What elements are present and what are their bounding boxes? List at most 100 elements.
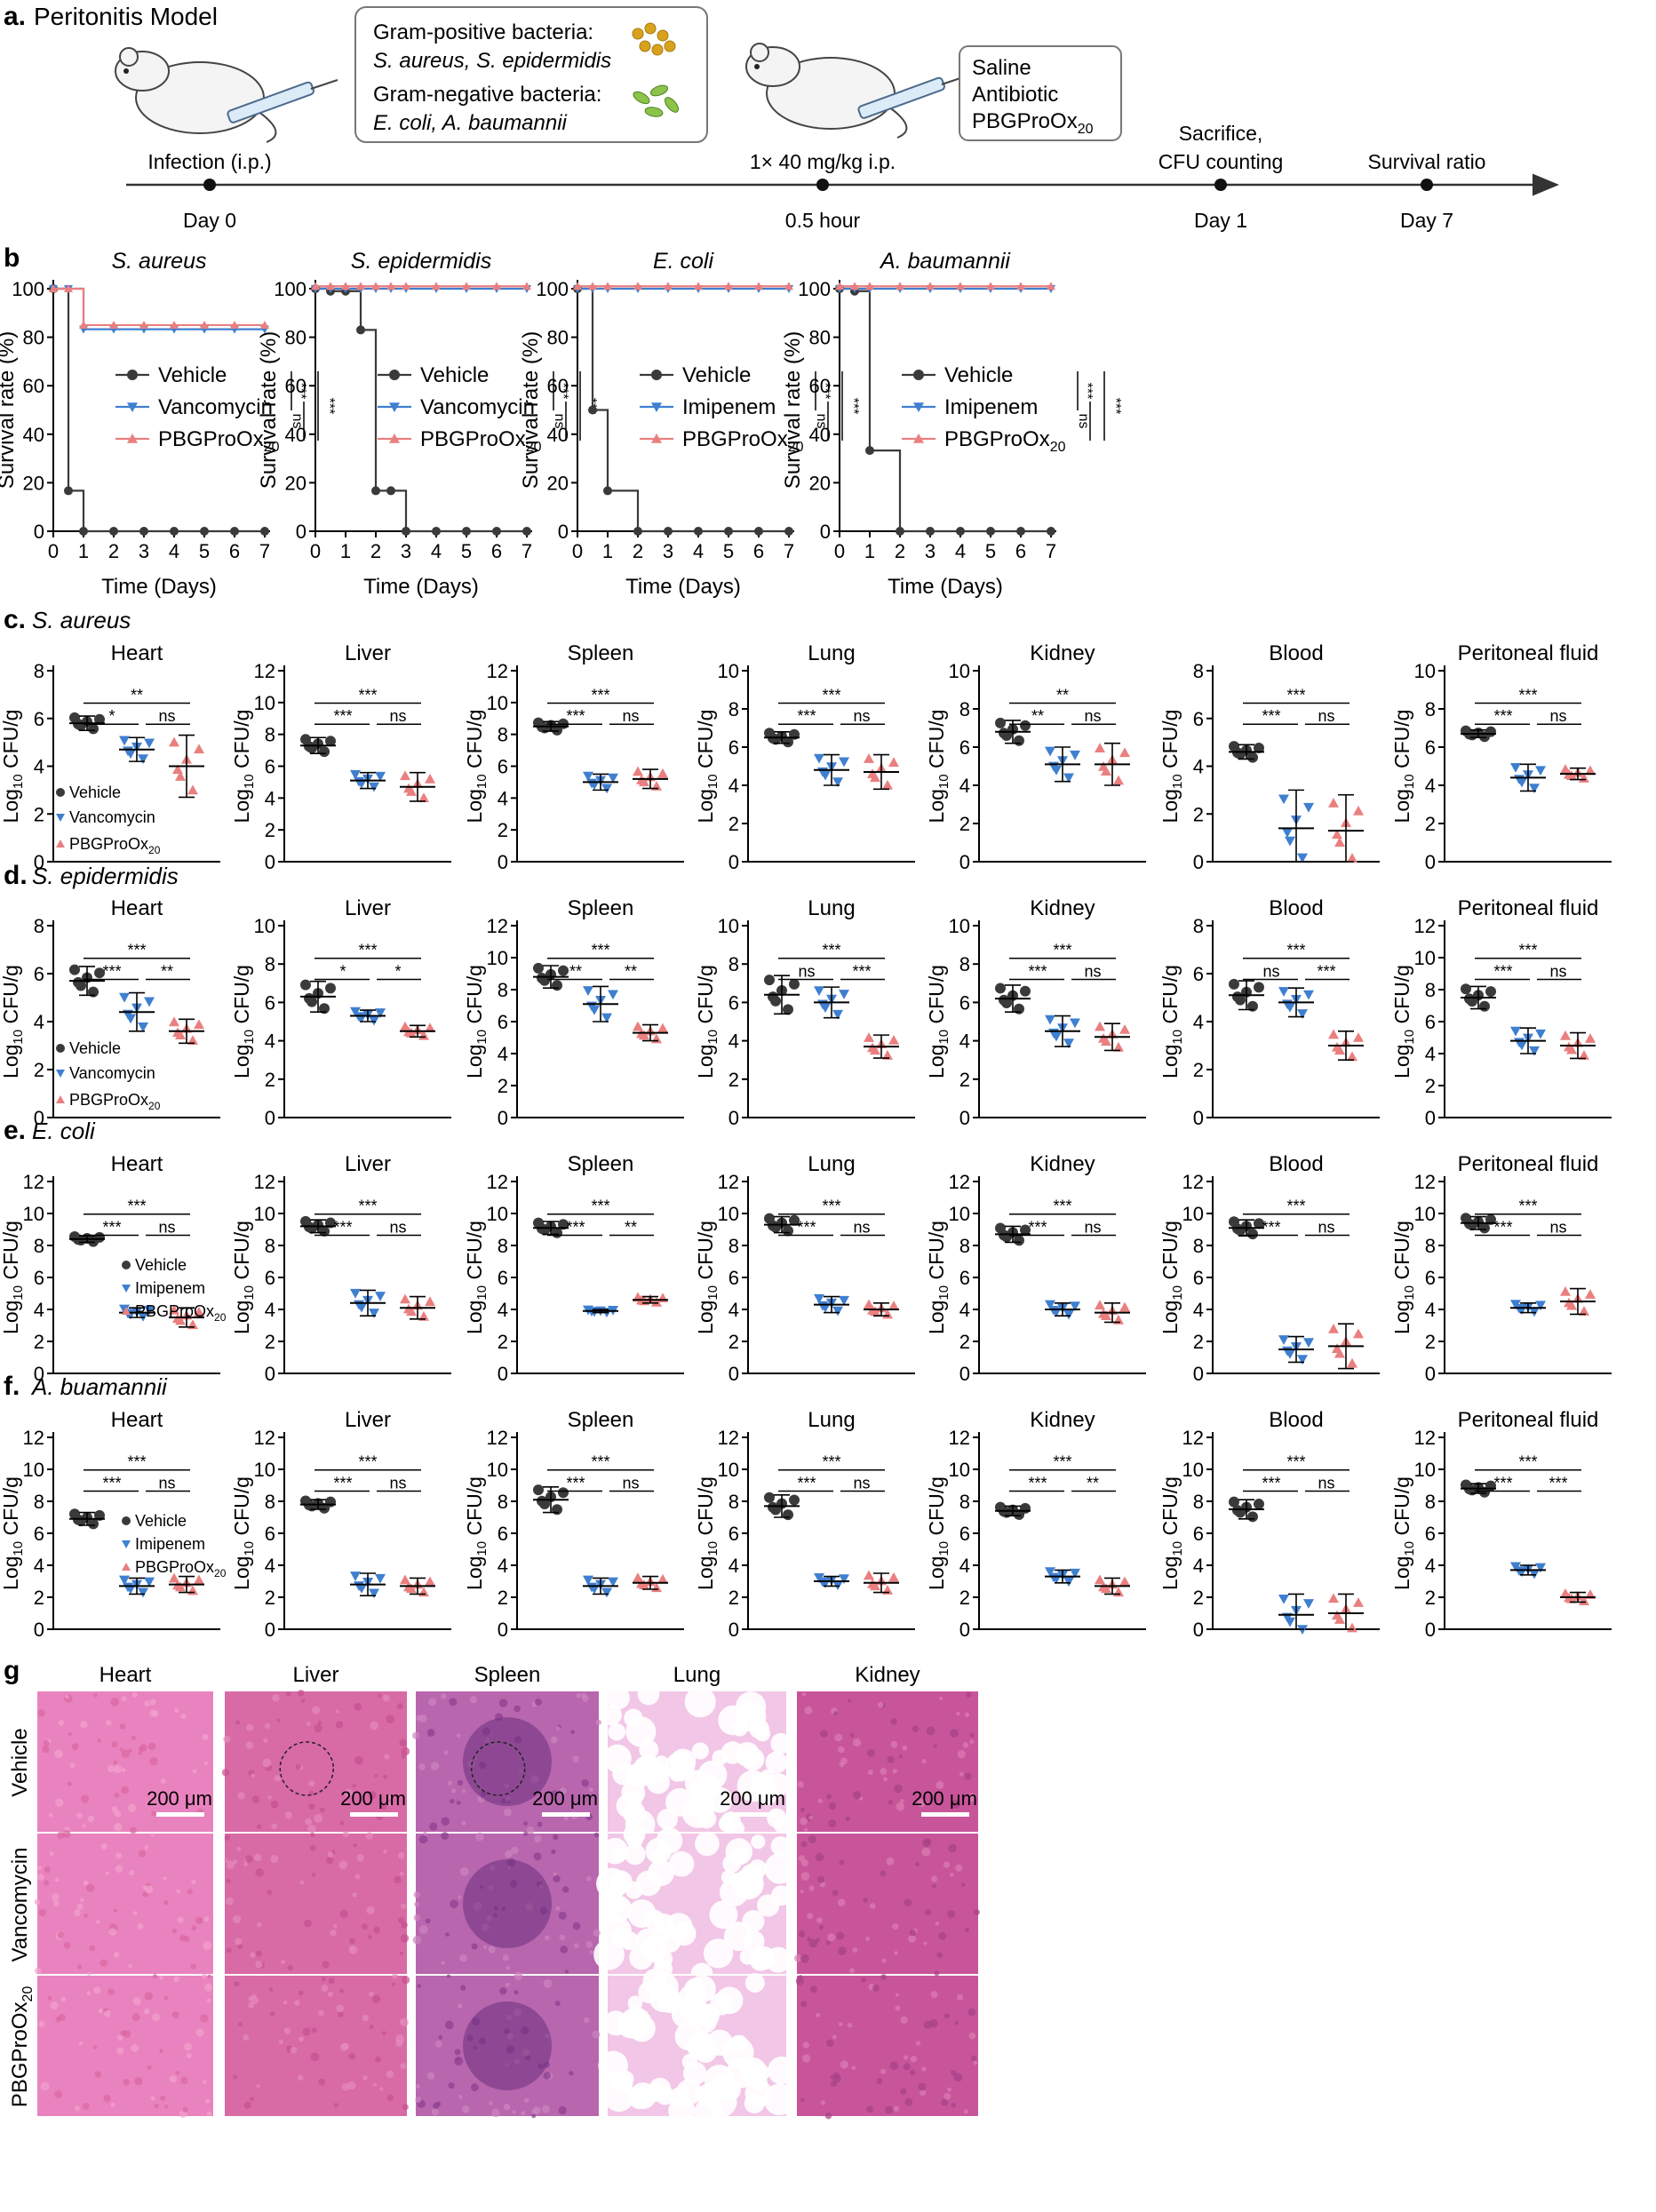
chart-title: Blood — [1269, 1408, 1323, 1432]
histology-column-label: Spleen — [474, 1663, 541, 1687]
data-point — [386, 282, 395, 290]
tissue-texture — [373, 1926, 380, 1934]
data-point — [1585, 1033, 1596, 1043]
data-point — [1016, 527, 1025, 536]
tissue-texture — [534, 1699, 542, 1707]
tissue-texture — [950, 2069, 957, 2076]
tissue-texture — [149, 1709, 157, 1717]
tissue-texture — [770, 1836, 791, 1857]
tissue-texture — [224, 1834, 231, 1842]
tissue-texture — [880, 2068, 887, 2074]
y-tick-label: 4 — [1425, 1299, 1436, 1321]
tissue-texture — [909, 2069, 916, 2076]
data-point — [865, 282, 874, 290]
tissue-texture — [832, 1890, 839, 1897]
y-tick-label: 0 — [34, 1363, 44, 1385]
tissue-texture — [936, 1952, 943, 1958]
y-tick-label: 6 — [959, 991, 970, 1014]
tissue-texture — [253, 1853, 262, 1862]
tissue-texture — [827, 1933, 836, 1942]
tissue-texture — [338, 2011, 344, 2017]
tissue-texture — [111, 1806, 118, 1812]
data-point — [1045, 1567, 1055, 1578]
y-tick-label: 12 — [487, 660, 508, 682]
sig-label: *** — [1262, 1218, 1280, 1236]
tissue-texture — [89, 1945, 96, 1952]
scale-bar — [542, 1812, 590, 1817]
tissue-texture — [910, 2056, 918, 2063]
tissue-texture — [382, 1694, 390, 1702]
tissue-texture — [491, 2108, 500, 2118]
data-point — [764, 975, 775, 986]
tissue-texture — [629, 1807, 647, 1825]
tissue-texture — [458, 2094, 463, 2099]
tissue-texture — [890, 1718, 897, 1725]
tissue-texture — [533, 1852, 542, 1861]
data-point — [350, 769, 361, 780]
data-point — [533, 1484, 544, 1496]
sig-label: *** — [1028, 962, 1047, 980]
data-point — [1334, 1348, 1345, 1358]
legend-marker — [122, 1516, 131, 1525]
chart-title: Liver — [345, 1152, 391, 1176]
y-tick-label: 8 — [1425, 698, 1436, 720]
y-tick-label: 10 — [718, 1459, 739, 1481]
tissue-texture — [729, 1873, 745, 1889]
tissue-texture — [543, 2072, 551, 2080]
tissue-texture — [369, 1991, 375, 1997]
data-point — [832, 1009, 843, 1020]
y-tick-label: 12 — [718, 1427, 739, 1449]
tissue-texture — [648, 1859, 674, 1887]
tissue-texture — [739, 2057, 767, 2085]
tissue-texture — [171, 1928, 178, 1934]
tissue-background — [225, 1691, 407, 1832]
sig-label: ns — [1084, 1218, 1101, 1236]
y-tick-label: 10 — [949, 660, 970, 682]
data-point — [356, 282, 365, 290]
y-tick-label: 8 — [34, 660, 44, 682]
y-tick-label: 8 — [959, 1491, 970, 1513]
y-tick-label: 2 — [728, 1069, 739, 1091]
tissue-texture — [800, 1872, 810, 1882]
tissue-texture — [559, 1934, 566, 1941]
y-tick-label: 4 — [1425, 1043, 1436, 1065]
sig-label: *** — [822, 1453, 840, 1471]
data-point — [1353, 805, 1364, 816]
tissue-texture — [202, 1734, 209, 1740]
tissue-texture — [120, 2030, 127, 2037]
tissue-texture — [800, 1859, 808, 1867]
sig-label: ns — [798, 962, 815, 980]
data-point — [558, 1487, 569, 1499]
tissue-texture — [624, 1708, 643, 1728]
tissue-texture — [262, 1758, 272, 1768]
tissue-texture — [665, 1751, 696, 1782]
sig-label: *** — [591, 687, 609, 704]
data-point — [1297, 1009, 1308, 1019]
x-axis-label: Time (Days) — [888, 575, 1003, 599]
tissue-texture — [601, 1837, 629, 1865]
tissue-texture — [131, 2044, 139, 2052]
data-point — [144, 1577, 155, 1587]
chart-title: Lung — [808, 1408, 855, 1432]
tissue-texture — [149, 1699, 156, 1706]
tissue-texture — [514, 1990, 519, 1995]
tissue-texture — [400, 2019, 404, 2025]
tissue-texture — [559, 1787, 567, 1795]
y-tick-label: 6 — [34, 1267, 44, 1289]
y-tick-label: 0 — [498, 851, 508, 873]
tissue-texture — [462, 2105, 470, 2113]
tissue-texture — [103, 2094, 111, 2103]
tissue-texture — [62, 1829, 71, 1838]
data-point — [79, 527, 88, 536]
data-point — [194, 1019, 204, 1030]
tissue-texture — [129, 1870, 135, 1876]
sig-label: *** — [1493, 1474, 1512, 1492]
data-point — [817, 1301, 828, 1311]
tissue-texture — [280, 1960, 286, 1965]
tissue-texture — [503, 2104, 511, 2111]
y-tick-label: 0 — [34, 521, 44, 543]
tissue-texture — [55, 1877, 60, 1882]
tissue-texture — [104, 2010, 111, 2017]
